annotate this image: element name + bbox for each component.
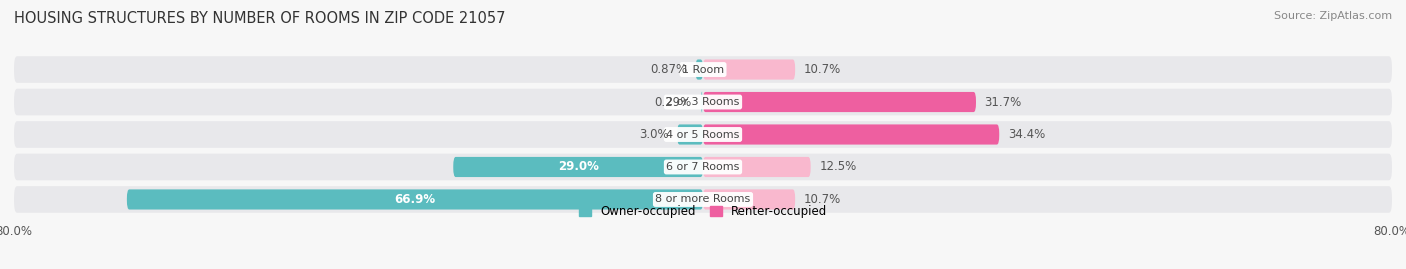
FancyBboxPatch shape	[703, 189, 796, 210]
Text: 29.0%: 29.0%	[558, 161, 599, 174]
FancyBboxPatch shape	[14, 89, 1392, 115]
Text: 2 or 3 Rooms: 2 or 3 Rooms	[666, 97, 740, 107]
Text: 4 or 5 Rooms: 4 or 5 Rooms	[666, 129, 740, 140]
Text: 66.9%: 66.9%	[394, 193, 436, 206]
FancyBboxPatch shape	[678, 125, 703, 144]
Text: 8 or more Rooms: 8 or more Rooms	[655, 194, 751, 204]
FancyBboxPatch shape	[453, 157, 703, 177]
Text: 6 or 7 Rooms: 6 or 7 Rooms	[666, 162, 740, 172]
Text: 0.87%: 0.87%	[650, 63, 688, 76]
FancyBboxPatch shape	[14, 186, 1392, 213]
Text: HOUSING STRUCTURES BY NUMBER OF ROOMS IN ZIP CODE 21057: HOUSING STRUCTURES BY NUMBER OF ROOMS IN…	[14, 11, 506, 26]
FancyBboxPatch shape	[703, 157, 811, 177]
Legend: Owner-occupied, Renter-occupied: Owner-occupied, Renter-occupied	[579, 205, 827, 218]
Text: 10.7%: 10.7%	[804, 63, 841, 76]
FancyBboxPatch shape	[703, 92, 976, 112]
FancyBboxPatch shape	[700, 92, 703, 112]
Text: 0.29%: 0.29%	[655, 95, 692, 108]
Text: 10.7%: 10.7%	[804, 193, 841, 206]
Text: 12.5%: 12.5%	[820, 161, 856, 174]
FancyBboxPatch shape	[127, 189, 703, 210]
Text: 31.7%: 31.7%	[984, 95, 1022, 108]
Text: 1 Room: 1 Room	[682, 65, 724, 75]
FancyBboxPatch shape	[14, 154, 1392, 180]
FancyBboxPatch shape	[696, 59, 703, 80]
FancyBboxPatch shape	[14, 56, 1392, 83]
FancyBboxPatch shape	[703, 125, 1000, 144]
Text: 3.0%: 3.0%	[638, 128, 669, 141]
FancyBboxPatch shape	[703, 59, 796, 80]
Text: 34.4%: 34.4%	[1008, 128, 1045, 141]
FancyBboxPatch shape	[14, 121, 1392, 148]
Text: Source: ZipAtlas.com: Source: ZipAtlas.com	[1274, 11, 1392, 21]
